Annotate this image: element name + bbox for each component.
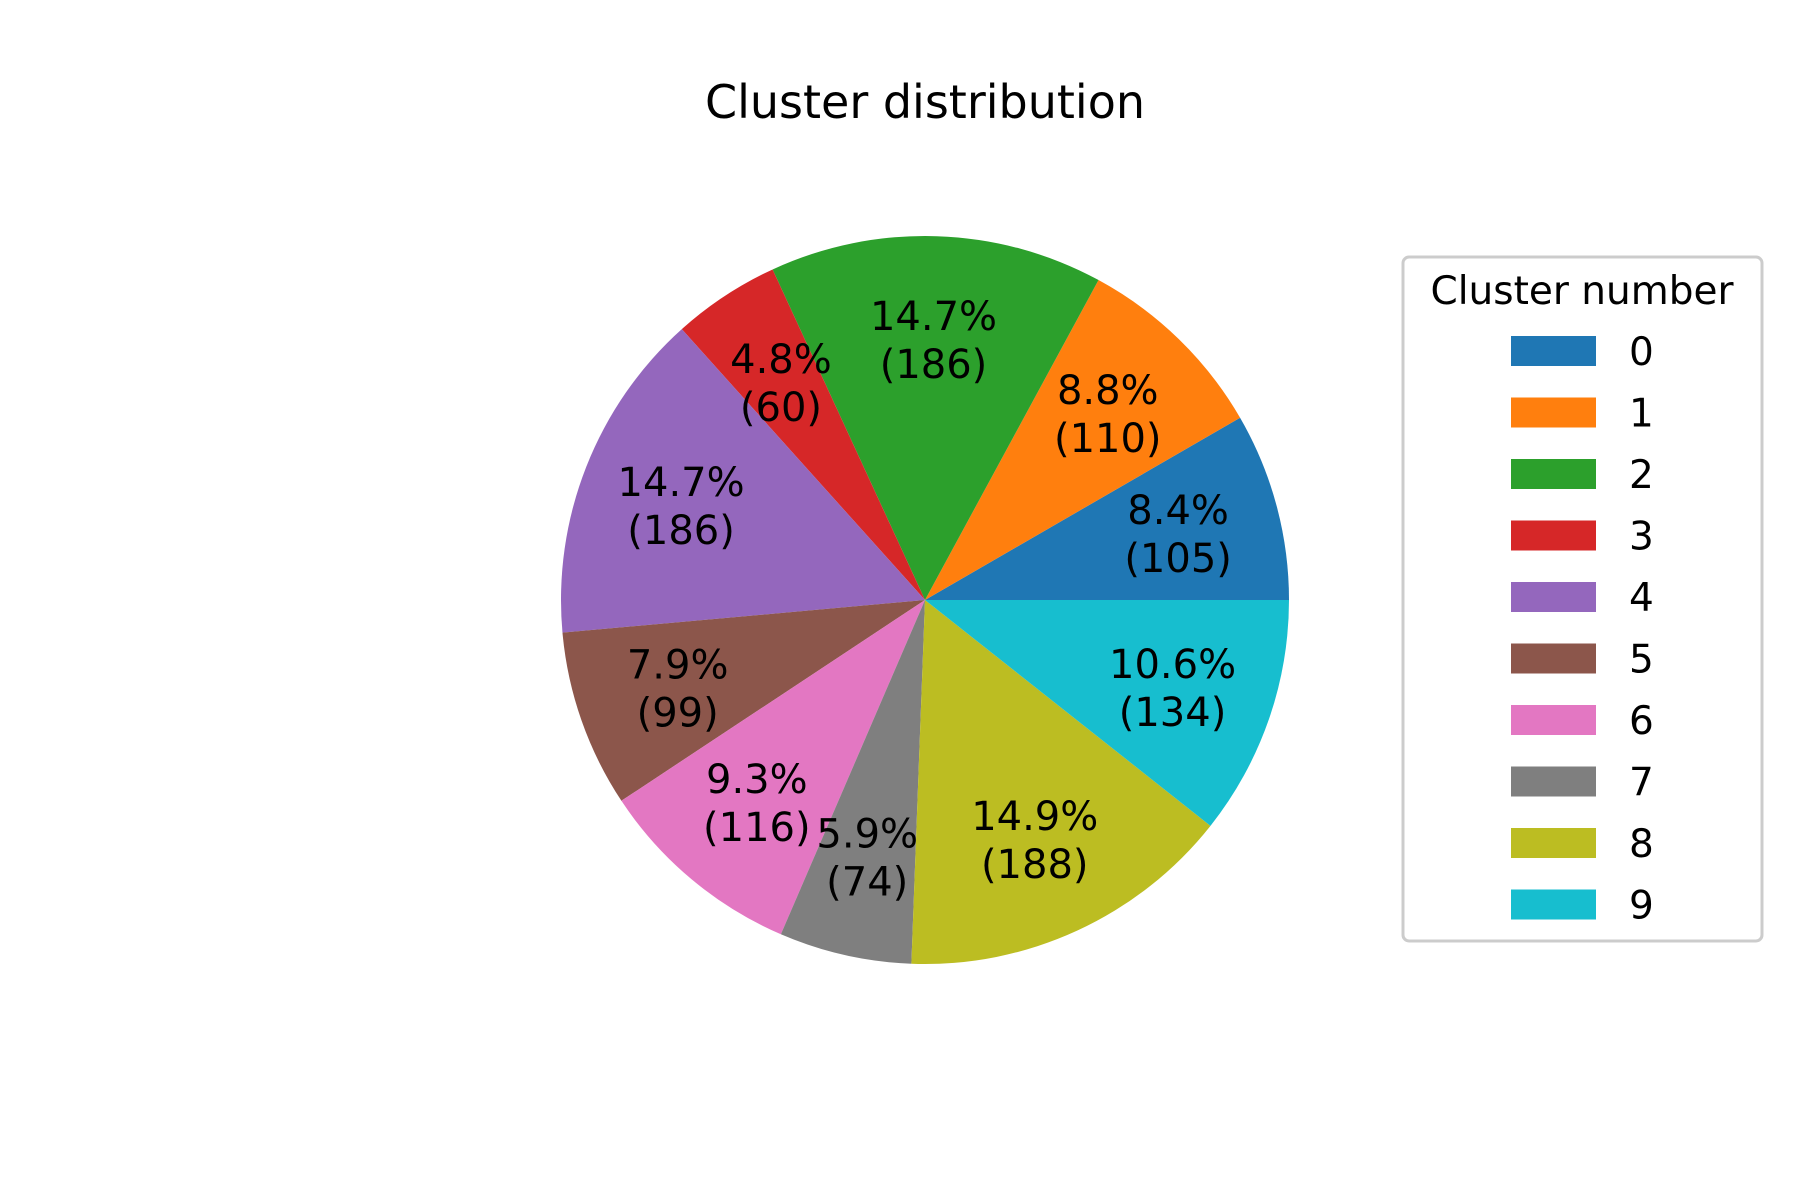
legend-swatch-cluster-7	[1511, 766, 1596, 797]
slice-label-cluster-2: 14.7% (186)	[870, 294, 997, 388]
chart-title: Cluster distribution	[705, 75, 1145, 129]
legend-swatch-cluster-4	[1511, 582, 1596, 612]
slice-percent-label: 8.4%	[1127, 488, 1229, 534]
slice-label-cluster-4: 14.7% (186)	[618, 460, 745, 554]
slice-percent-label: 4.8%	[730, 337, 832, 383]
slice-count-label: (99)	[637, 691, 719, 737]
pie-slices	[560, 236, 1289, 964]
slice-count-label: (186)	[880, 342, 988, 388]
pie-slice-cluster-5	[562, 600, 925, 801]
legend-swatch-cluster-1	[1511, 397, 1596, 428]
slice-count-label: (60)	[740, 385, 822, 431]
legend-swatch-cluster-6	[1511, 705, 1596, 735]
slice-percent-label: 7.9%	[627, 643, 729, 689]
slice-label-cluster-1: 8.8% (110)	[1054, 368, 1162, 462]
slice-count-label: (74)	[826, 860, 908, 906]
slice-percent-label: 14.7%	[870, 294, 997, 340]
slice-count-label: (105)	[1124, 536, 1232, 582]
slice-count-label: (188)	[981, 842, 1089, 888]
legend-title: Cluster number	[1430, 269, 1734, 314]
slice-count-label: (110)	[1054, 416, 1162, 462]
slice-label-cluster-7: 5.9% (74)	[816, 812, 918, 906]
slice-percent-label: 9.3%	[706, 757, 808, 803]
legend: Cluster number 0 1 2 3 4 5 6 7 8 9	[1401, 255, 1764, 943]
slice-count-label: (134)	[1119, 690, 1227, 736]
pie-slice-cluster-8	[911, 600, 1211, 964]
legend-swatch-cluster-2	[1511, 459, 1596, 489]
slice-count-label: (116)	[703, 805, 811, 851]
slice-label-cluster-3: 4.8% (60)	[730, 337, 832, 431]
pie-slice-cluster-7	[780, 600, 925, 964]
slice-label-cluster-6: 9.3% (116)	[703, 757, 811, 851]
slice-label-cluster-5: 7.9% (99)	[627, 643, 729, 737]
legend-label-cluster-6: 6	[1629, 699, 1654, 744]
legend-label-cluster-1: 1	[1629, 392, 1654, 437]
legend-label-cluster-8: 8	[1629, 822, 1654, 867]
legend-swatch-cluster-5	[1511, 643, 1596, 674]
slice-count-label: (186)	[627, 508, 735, 554]
legend-swatch-cluster-3	[1511, 520, 1596, 551]
slice-label-cluster-9: 10.6% (134)	[1109, 642, 1236, 736]
pie-slice-cluster-1	[925, 280, 1241, 600]
pie-slice-cluster-3	[681, 269, 925, 600]
slice-percent-label: 8.8%	[1057, 368, 1159, 414]
legend-swatch-cluster-0	[1511, 336, 1596, 366]
pie-slice-cluster-4	[560, 329, 925, 633]
legend-label-cluster-5: 5	[1629, 638, 1654, 683]
legend-label-cluster-9: 9	[1629, 884, 1654, 929]
pie-slice-labels: 8.4% (105)8.8% (110)14.7% (186)4.8% (60)14.7…	[618, 294, 1237, 906]
pie-slice-cluster-2	[772, 236, 1099, 600]
legend-swatch-cluster-9	[1511, 889, 1596, 920]
pie-slice-cluster-6	[621, 600, 925, 935]
slice-label-cluster-8: 14.9% (188)	[971, 794, 1098, 888]
slice-percent-label: 10.6%	[1109, 642, 1236, 688]
pie-slice-cluster-0	[925, 417, 1289, 600]
pie-slice-cluster-9	[925, 600, 1289, 826]
slice-percent-label: 14.9%	[971, 794, 1098, 840]
legend-swatch-cluster-8	[1511, 828, 1596, 858]
legend-label-cluster-7: 7	[1629, 761, 1654, 806]
legend-label-cluster-2: 2	[1629, 453, 1654, 498]
slice-label-cluster-0: 8.4% (105)	[1124, 488, 1232, 582]
legend-label-cluster-3: 3	[1629, 515, 1654, 560]
slice-percent-label: 14.7%	[618, 460, 745, 506]
legend-label-cluster-0: 0	[1629, 330, 1654, 375]
legend-label-cluster-4: 4	[1629, 576, 1654, 621]
legend-items: 0 1 2 3 4 5 6 7 8 9	[1511, 330, 1654, 929]
slice-percent-label: 5.9%	[816, 812, 918, 858]
